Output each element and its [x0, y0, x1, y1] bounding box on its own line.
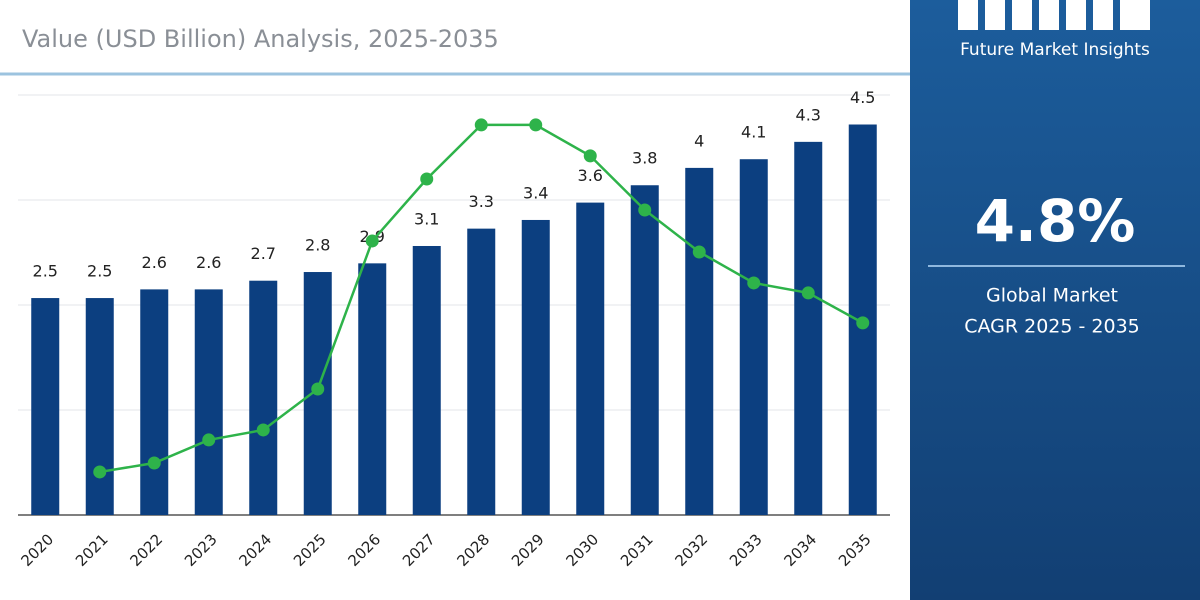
data-label: 2.6 [196, 253, 221, 272]
x-tick-label: 2030 [563, 530, 603, 570]
plot: 2020 2021 2022 2023 2024 2025 2026 2027 2028 2029… [18, 88, 890, 570]
bar [249, 280, 278, 515]
line-point [747, 276, 761, 290]
data-label: 4 [694, 131, 704, 150]
line-point [420, 172, 434, 186]
bar [521, 219, 550, 515]
data-label: 3.1 [414, 209, 439, 228]
data-label: 2.5 [33, 262, 58, 281]
data-label: 4.3 [796, 105, 821, 124]
side-panel [910, 0, 1200, 600]
bar [467, 228, 496, 516]
x-tick-label: 2024 [236, 530, 276, 570]
data-label: 2.6 [142, 253, 167, 272]
line-point [801, 286, 815, 300]
line-point [638, 203, 652, 217]
x-tick-label: 2035 [835, 530, 875, 570]
brand: Future Market Insights [960, 40, 1150, 60]
line-point [93, 465, 107, 479]
data-label: 2.8 [305, 236, 330, 255]
line-point [474, 118, 488, 132]
bar [685, 167, 714, 515]
bar [140, 289, 169, 515]
x-tick-label: 2028 [454, 530, 494, 570]
x-tick-label: 2023 [181, 530, 221, 570]
data-label: 3.6 [578, 166, 603, 185]
x-tick-label: 2020 [18, 530, 58, 570]
bar [576, 202, 605, 515]
x-tick-label: 2025 [290, 530, 330, 570]
bar [630, 185, 659, 516]
x-tick-label: 2029 [508, 530, 548, 570]
x-tick-label: 2033 [726, 530, 766, 570]
line-point [365, 234, 379, 248]
data-label: 4.5 [850, 88, 875, 107]
line-point [202, 433, 216, 447]
caption-line: CAGR 2025 - 2035 [964, 316, 1140, 338]
data-label: 2.7 [251, 244, 276, 263]
x-tick-label: 2022 [127, 530, 167, 570]
logo-icon [958, 0, 1150, 30]
x-tick-label: 2034 [781, 530, 821, 570]
data-label: 4.1 [741, 123, 766, 142]
x-tick-label: 2027 [399, 530, 439, 570]
caption-line: Global Market [986, 285, 1118, 307]
cagr-value: 4.8% [975, 187, 1136, 255]
line-point [256, 423, 270, 437]
x-tick-label: 2021 [72, 530, 112, 570]
chart-subtitle: Value (USD Billion) Analysis, 2025-2035 [22, 25, 499, 53]
x-tick-label: 2032 [672, 530, 712, 570]
bar [31, 298, 60, 515]
bar [739, 159, 768, 515]
line-point [311, 382, 325, 396]
bar [794, 141, 823, 515]
line-point [583, 149, 597, 163]
line-point [529, 118, 543, 132]
bar [85, 298, 114, 515]
data-label: 3.8 [632, 149, 657, 168]
data-label: 2.5 [87, 262, 112, 281]
line-point [147, 456, 161, 470]
bar [412, 245, 441, 515]
data-label: 3.3 [469, 192, 494, 211]
bar [194, 289, 223, 515]
line-point [692, 245, 706, 259]
line-point [856, 316, 870, 330]
x-tick-label: 2026 [345, 530, 385, 570]
bar [358, 263, 387, 515]
data-label: 3.4 [523, 183, 548, 202]
x-tick-label: 2031 [617, 530, 657, 570]
